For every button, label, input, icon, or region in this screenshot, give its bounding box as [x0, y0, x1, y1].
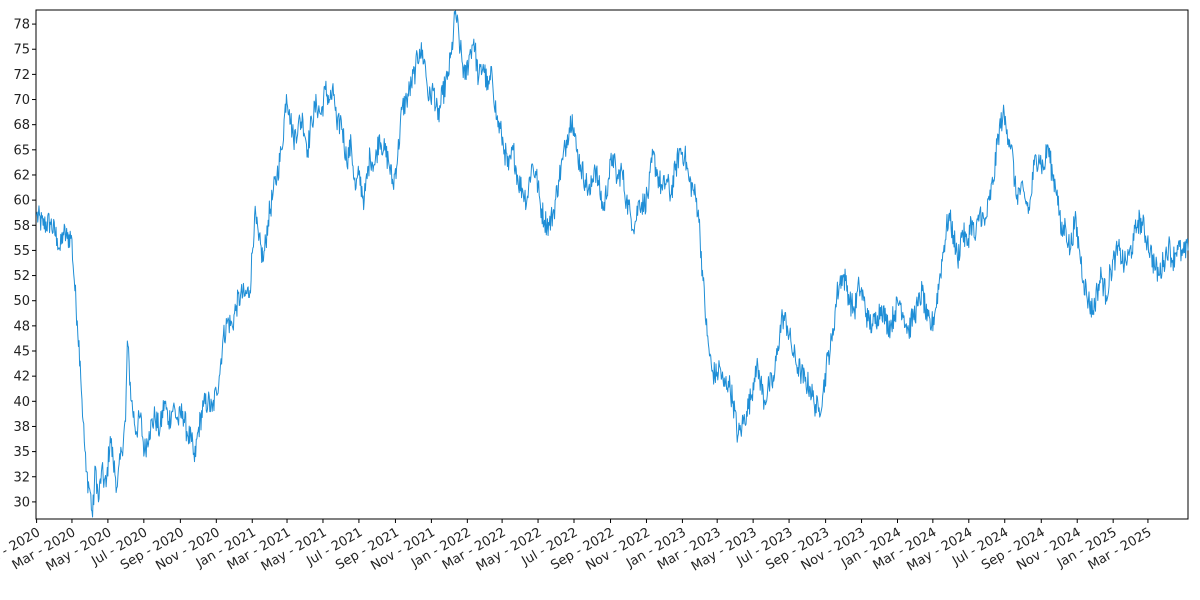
- y-tick-label: 78: [13, 18, 30, 33]
- y-tick-label: 42: [13, 370, 30, 385]
- y-tick-label: 32: [13, 470, 30, 485]
- y-tick-label: 65: [13, 143, 30, 158]
- y-tick-label: 62: [13, 168, 30, 183]
- y-axis: 30 32 35 38 40 42 45 48 50 52 55 58 60 62 65 68 70 72 75 78: [13, 18, 36, 510]
- y-tick-label: 70: [13, 93, 30, 108]
- y-tick-label: 75: [13, 43, 30, 58]
- y-tick-label: 45: [13, 345, 30, 360]
- y-tick-label: 50: [13, 294, 30, 309]
- y-tick-label: 38: [13, 420, 30, 435]
- y-tick-label: 72: [13, 68, 30, 83]
- y-tick-label: 52: [13, 269, 30, 284]
- series-line: [36, 10, 1189, 518]
- y-tick-label: 60: [13, 194, 30, 209]
- y-tick-label: 30: [13, 495, 30, 510]
- y-tick-label: 35: [13, 445, 30, 460]
- y-tick-label: 48: [13, 319, 30, 334]
- y-tick-label: 68: [13, 118, 30, 133]
- plot-frame: [35, 9, 1189, 520]
- y-tick-label: 40: [13, 395, 30, 410]
- y-tick-label: 58: [13, 219, 30, 234]
- y-tick-label: 55: [13, 244, 30, 259]
